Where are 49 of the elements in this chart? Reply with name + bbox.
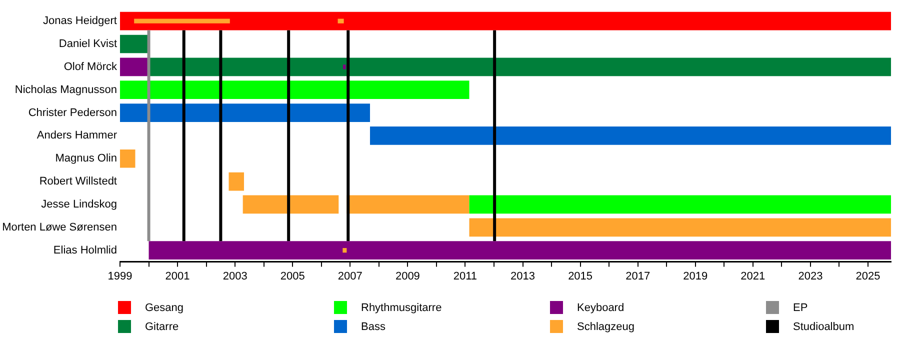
x-tick-label: 2009	[395, 270, 420, 282]
bar	[148, 58, 891, 76]
legend-label: Studioalbum	[793, 320, 854, 332]
x-tick-label: 2003	[222, 270, 248, 282]
y-tick-label: Olof Mörck	[64, 60, 118, 73]
x-tick-label: 1999	[108, 270, 132, 282]
x-tick-label: 2013	[510, 270, 536, 282]
bar	[370, 126, 891, 145]
y-tick-label: Jesse Lindskog	[41, 198, 117, 211]
bar	[342, 64, 346, 70]
legend-label: EP	[793, 302, 808, 314]
y-tick-label: Morten Løwe Sørensen	[2, 221, 117, 234]
x-tick-label: 2023	[798, 270, 823, 282]
bar	[469, 195, 891, 214]
bar	[120, 12, 891, 30]
bar	[120, 104, 370, 122]
legend-label: Bass	[361, 320, 386, 332]
y-tick-label: Daniel Kvist	[58, 38, 117, 50]
x-tick-label: 2015	[568, 270, 593, 282]
x-tick-label: 2007	[338, 270, 362, 282]
bar	[469, 218, 891, 237]
x-tick-label: 2005	[280, 270, 305, 282]
bar	[120, 34, 149, 54]
x-tick-label: 2001	[165, 270, 190, 282]
bar	[148, 241, 891, 260]
x-tick-label: 2021	[740, 270, 766, 282]
y-tick-label: Nicholas Magnusson	[14, 84, 117, 96]
x-tick-label: 2011	[453, 270, 478, 282]
legend-label: Schlagzeug	[577, 320, 634, 332]
y-tick-label: Christer Pederson	[28, 106, 117, 119]
bar	[338, 18, 344, 24]
bar	[342, 248, 347, 253]
bar	[228, 172, 244, 191]
x-tick-label: 2025	[856, 270, 880, 282]
bar	[120, 149, 136, 168]
legend-label: Rhythmusgitarre	[361, 302, 442, 314]
x-tick-label: 2017	[626, 270, 650, 282]
x-tick-label: 2019	[683, 270, 708, 282]
y-tick-label: Elias Holmlid	[53, 244, 117, 256]
legend-label: Gitarre	[145, 320, 179, 332]
bar	[120, 58, 149, 76]
y-tick-label: Robert Willstedt	[39, 176, 117, 188]
legend-label: Gesang	[145, 302, 184, 314]
bar	[242, 195, 339, 214]
y-tick-label: Magnus Olin	[55, 152, 117, 165]
y-tick-label: Jonas Heidgert	[43, 15, 117, 28]
bar	[120, 80, 470, 100]
y-tick-label: Anders Hammer	[36, 130, 118, 142]
legend-label: Keyboard	[577, 302, 624, 314]
